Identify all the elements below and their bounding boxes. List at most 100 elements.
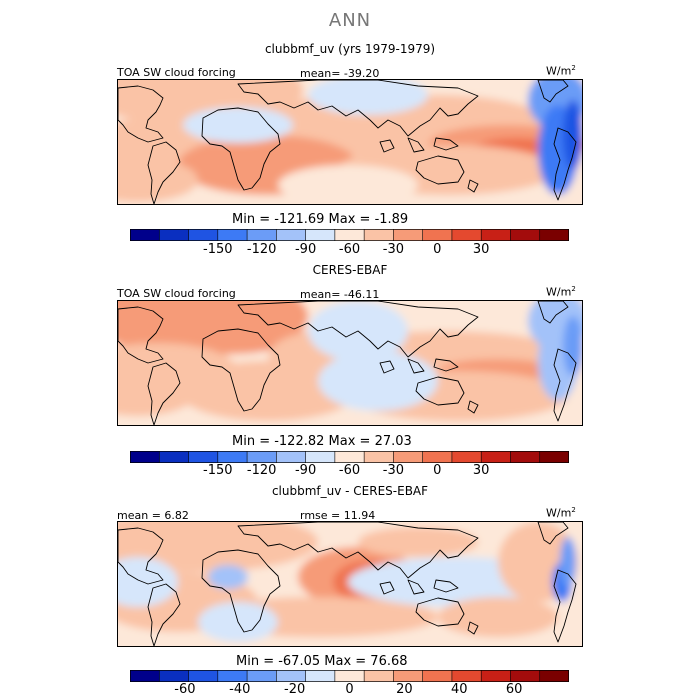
colorbar-swatch: [188, 229, 219, 241]
colorbar-swatch: [393, 229, 424, 241]
coastline: [407, 579, 425, 595]
colorbar-swatch: [539, 670, 569, 682]
colorbar-tick-label: 30: [472, 242, 490, 257]
colorbar-tick-label: -120: [246, 242, 277, 257]
colorbar-tick-label: -90: [294, 463, 317, 478]
contour-region: [208, 565, 248, 589]
colorbar-swatch: [130, 670, 160, 682]
panel-2-minmax: Min = -122.82 Max = 27.03: [232, 434, 412, 449]
panel-3-unit: W/m2: [546, 506, 576, 520]
colorbar-tick-label: -120: [246, 463, 277, 478]
colorbar-swatch: [393, 451, 424, 463]
contour-region: [118, 158, 198, 202]
colorbar-swatch: [393, 670, 424, 682]
panel-2-left-label: TOA SW cloud forcing: [117, 287, 236, 300]
panel-2-mean-label: mean= -46.11: [300, 288, 380, 301]
colorbar-swatch: [188, 451, 219, 463]
coastline: [237, 522, 479, 579]
coastline: [379, 139, 395, 153]
panel-1-colorbar: [130, 229, 569, 241]
contour-region: [563, 316, 582, 376]
coastline: [433, 137, 459, 151]
colorbar-swatch: [422, 670, 453, 682]
contour-region: [438, 597, 558, 637]
panel-2-unit: W/m2: [546, 285, 576, 299]
coastline: [118, 85, 164, 143]
colorbar-swatch: [480, 670, 512, 682]
contour-region: [118, 522, 318, 572]
panel-2-title: CERES-EBAF: [312, 263, 388, 277]
colorbar-swatch: [451, 229, 482, 241]
colorbar-tick-label: -20: [284, 682, 306, 697]
colorbar-tick-label: -150: [203, 463, 233, 478]
colorbar-swatch: [510, 229, 541, 241]
colorbar-swatch: [363, 670, 395, 682]
colorbar-swatch: [130, 451, 160, 463]
colorbar-swatch: [158, 451, 190, 463]
colorbar-swatch: [363, 229, 395, 241]
colorbar-tick-label: -60: [338, 463, 361, 478]
coastline: [415, 155, 465, 185]
colorbar-swatch: [451, 451, 482, 463]
coastline: [118, 306, 164, 364]
panel-3-rmse-label: rmse = 11.94: [300, 509, 376, 522]
colorbar-tick-label: -90: [294, 242, 317, 257]
coastline: [415, 376, 465, 406]
colorbar-swatch: [217, 670, 248, 682]
contour-region: [278, 165, 418, 204]
contour-region: [183, 107, 293, 143]
colorbar-tick-label: -60: [174, 682, 196, 697]
coastline: [201, 328, 281, 412]
contour-region: [308, 80, 428, 115]
contour-region: [560, 537, 576, 587]
coastline: [553, 127, 577, 201]
colorbar-swatch: [158, 670, 190, 682]
contour-region: [118, 366, 198, 416]
colorbar-swatch: [276, 229, 307, 241]
colorbar-swatch: [246, 670, 277, 682]
colorbar-swatch: [158, 229, 190, 241]
coastline: [433, 579, 459, 593]
coastline: [118, 527, 164, 585]
colorbar-swatch: [422, 229, 453, 241]
colorbar-swatch: [334, 229, 365, 241]
colorbar-swatch: [539, 451, 569, 463]
colorbar-swatch: [334, 670, 365, 682]
coastline: [379, 581, 395, 595]
contour-region: [178, 361, 358, 421]
colorbar-tick-label: 0: [433, 463, 442, 478]
colorbar-tick-label: -60: [338, 242, 361, 257]
colorbar-swatch: [480, 229, 512, 241]
coastline: [467, 179, 479, 193]
colorbar-tick-label: 60: [505, 682, 523, 697]
colorbar-swatch: [276, 670, 307, 682]
colorbar-swatch: [305, 670, 336, 682]
panel-2-map: [117, 300, 583, 426]
colorbar-swatch: [188, 670, 219, 682]
coastline: [467, 621, 479, 635]
colorbar-tick-label: 0: [433, 242, 442, 257]
panel-1-mean-label: mean= -39.20: [300, 67, 380, 80]
panel-1-unit: W/m2: [546, 64, 576, 78]
coastline: [237, 80, 479, 137]
coastline: [147, 362, 181, 425]
coastline: [379, 360, 395, 374]
panel-1-left-label: TOA SW cloud forcing: [117, 66, 236, 79]
colorbar-swatch: [246, 229, 277, 241]
coastline: [553, 348, 577, 422]
panel-1-title: clubbmf_uv (yrs 1979-1979): [264, 42, 436, 56]
colorbar-swatch: [334, 451, 365, 463]
coastline: [537, 522, 569, 545]
coastline: [433, 358, 459, 372]
coastline: [201, 107, 281, 191]
contour-region: [318, 351, 438, 411]
coastline: [537, 301, 569, 324]
colorbar-tick-label: 20: [396, 682, 413, 697]
colorbar-swatch: [217, 229, 248, 241]
panel-3-minmax: Min = -67.05 Max = 76.68: [236, 654, 408, 669]
colorbar-tick-label: 40: [450, 682, 468, 697]
colorbar-swatch: [246, 451, 277, 463]
colorbar-swatch: [480, 451, 512, 463]
coastline: [147, 141, 181, 204]
colorbar-swatch: [539, 229, 569, 241]
